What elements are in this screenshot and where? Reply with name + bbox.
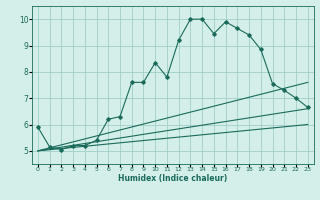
- X-axis label: Humidex (Indice chaleur): Humidex (Indice chaleur): [118, 174, 228, 183]
